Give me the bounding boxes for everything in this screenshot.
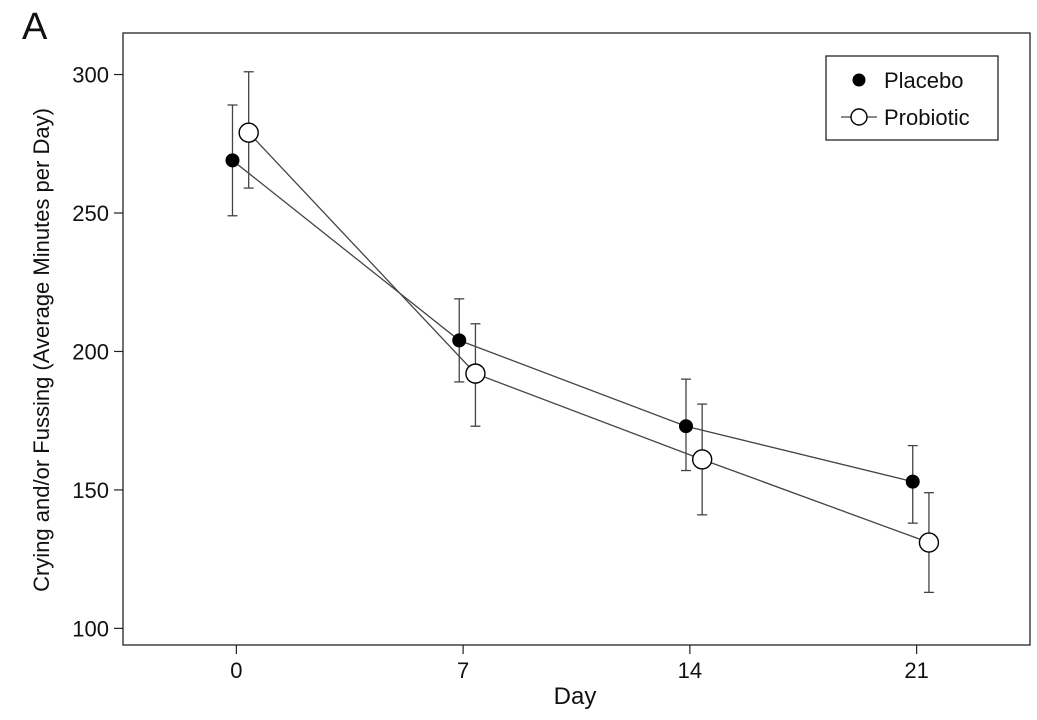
y-tick-label: 200 bbox=[72, 339, 109, 364]
data-point-probiotic bbox=[238, 122, 259, 143]
data-point-probiotic bbox=[465, 363, 486, 384]
series-line-probiotic bbox=[248, 132, 930, 544]
y-axis: 100 150 200 250 300 bbox=[72, 63, 123, 641]
data-point-probiotic bbox=[918, 532, 940, 553]
x-axis: 0 7 14 21 bbox=[230, 645, 929, 683]
x-tick-label: 14 bbox=[678, 658, 702, 683]
y-tick-label: 150 bbox=[72, 478, 109, 503]
data-point-placebo bbox=[905, 474, 920, 489]
data-point-probiotic bbox=[691, 449, 713, 470]
series-placebo bbox=[225, 104, 920, 524]
y-tick-label: 250 bbox=[72, 201, 109, 226]
legend-label-placebo: Placebo bbox=[884, 68, 964, 93]
plot-frame bbox=[122, 32, 1031, 646]
series-layer bbox=[225, 71, 940, 594]
y-tick-label: 300 bbox=[72, 63, 109, 88]
panel-letter: A bbox=[22, 6, 48, 48]
data-point-placebo bbox=[452, 333, 467, 348]
x-tick-label: 0 bbox=[230, 658, 242, 683]
data-point-placebo bbox=[678, 419, 693, 434]
legend-marker-probiotic bbox=[850, 108, 868, 126]
x-tick-label: 7 bbox=[457, 658, 469, 683]
series-probiotic bbox=[238, 71, 940, 594]
legend-label-probiotic: Probiotic bbox=[884, 105, 970, 130]
x-tick-label: 21 bbox=[904, 658, 928, 683]
y-tick-label: 100 bbox=[72, 616, 109, 641]
y-axis-label: Crying and/or Fussing (Average Minutes p… bbox=[29, 108, 54, 592]
legend-marker-placebo bbox=[852, 73, 866, 87]
legend-box bbox=[825, 55, 999, 141]
data-point-placebo bbox=[225, 153, 240, 168]
x-axis-label: Day bbox=[553, 683, 597, 710]
series-line-placebo bbox=[232, 159, 913, 483]
legend: Placebo Probiotic bbox=[825, 55, 999, 141]
